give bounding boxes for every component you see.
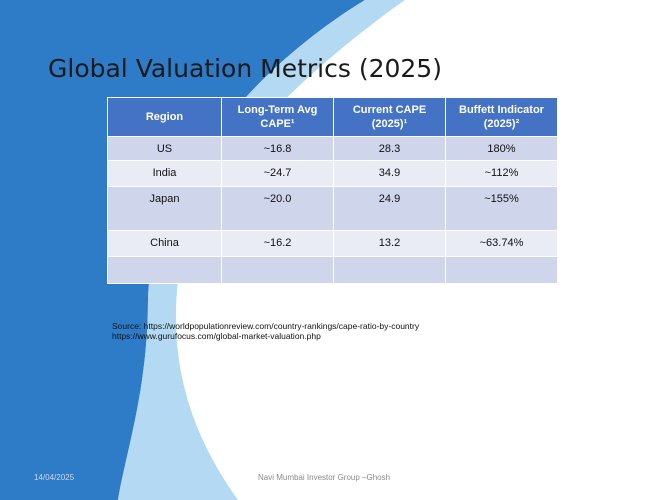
- cell-region: India: [107, 160, 222, 187]
- cell-region: China: [107, 230, 222, 257]
- cell-current-cape: 28.3: [333, 136, 446, 161]
- table-row: Japan ~20.0 24.9 ~155%: [107, 186, 558, 231]
- table-row: China ~16.2 13.2 ~63.74%: [107, 230, 558, 257]
- source-line: Source: https://worldpopulationreview.co…: [112, 321, 420, 331]
- cell-long-term-cape: ~20.0: [221, 186, 334, 231]
- valuation-table: Region Long-Term Avg CAPE¹ Current CAPE …: [107, 97, 558, 284]
- header-buffett-indicator: Buffett Indicator (2025)²: [445, 97, 558, 137]
- cell-current-cape: [333, 256, 446, 284]
- cell-region: US: [107, 136, 222, 161]
- table-row: [107, 256, 558, 284]
- footer-text: Navi Mumbai Investor Group –Ghosh: [258, 473, 391, 482]
- cell-long-term-cape: ~16.2: [221, 230, 334, 257]
- cell-region: [107, 256, 222, 284]
- cell-long-term-cape: ~24.7: [221, 160, 334, 187]
- footer-date: 14/04/2025: [34, 473, 75, 482]
- slide-title: Global Valuation Metrics (2025): [48, 54, 442, 83]
- table-row: India ~24.7 34.9 ~112%: [107, 160, 558, 187]
- blue-background-shape: [0, 0, 365, 500]
- header-current-cape: Current CAPE (2025)¹: [333, 97, 446, 137]
- table-row: US ~16.8 28.3 180%: [107, 136, 558, 161]
- table-header-row: Region Long-Term Avg CAPE¹ Current CAPE …: [107, 97, 558, 137]
- cell-current-cape: 34.9: [333, 160, 446, 187]
- source-line: https://www.gurufocus.com/global-market-…: [112, 331, 321, 341]
- cell-current-cape: 13.2: [333, 230, 446, 257]
- cell-buffett-indicator: ~63.74%: [445, 230, 558, 257]
- cell-buffett-indicator: ~112%: [445, 160, 558, 187]
- cell-buffett-indicator: [445, 256, 558, 284]
- cell-long-term-cape: ~16.8: [221, 136, 334, 161]
- cell-region: Japan: [107, 186, 222, 231]
- source-note: Source: https://worldpopulationreview.co…: [112, 321, 419, 341]
- header-region: Region: [107, 97, 222, 137]
- cell-buffett-indicator: ~155%: [445, 186, 558, 231]
- header-long-term-avg-cape: Long-Term Avg CAPE¹: [221, 97, 334, 137]
- cell-long-term-cape: [221, 256, 334, 284]
- cell-buffett-indicator: 180%: [445, 136, 558, 161]
- cell-current-cape: 24.9: [333, 186, 446, 231]
